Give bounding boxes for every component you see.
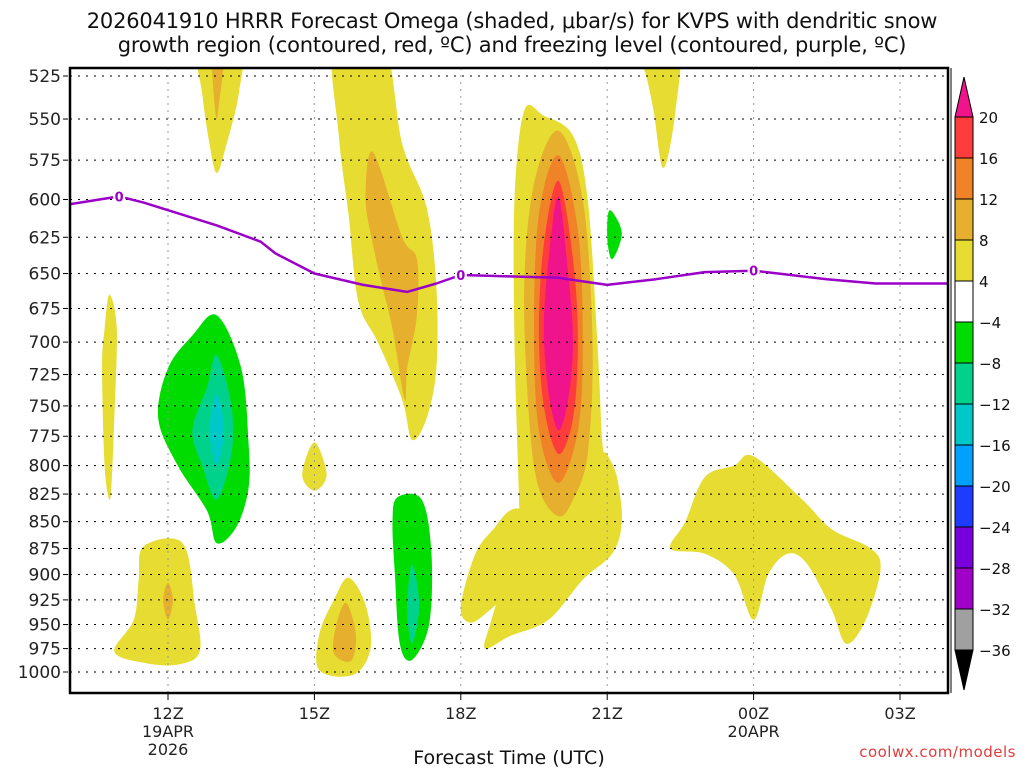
y-tick-label: 625 — [29, 228, 61, 248]
omega-shade-yellow — [114, 538, 201, 666]
contour-label-bg — [747, 262, 760, 279]
x-tick-label: 15Z — [299, 704, 330, 723]
colorbar-segment — [954, 526, 974, 569]
y-tick-label: 600 — [29, 191, 61, 211]
omega-shading — [102, 68, 881, 677]
omega-shade-yellow — [670, 454, 881, 644]
colorbar-label: 20 — [979, 109, 998, 127]
freezing-level-label: 0 — [749, 265, 758, 280]
omega-shade-gold — [332, 602, 357, 662]
contour-label-bg — [454, 266, 467, 283]
x-tick-label: 20APR — [728, 722, 780, 741]
y-tick-label: 750 — [29, 397, 61, 417]
omega-shade-yellow — [197, 68, 243, 173]
colorbar-label: −32 — [979, 601, 1011, 619]
colorbar-segment — [954, 280, 974, 323]
colorbar-label: −16 — [979, 437, 1011, 455]
omega-shade-yellow — [102, 294, 117, 500]
colorbar-label: −12 — [979, 396, 1011, 414]
y-tick-label: 850 — [29, 513, 61, 533]
colorbar-segment — [954, 485, 974, 528]
x-tick-label: 00Z — [738, 704, 769, 723]
y-tick-label: 925 — [29, 591, 61, 611]
freezing-level-label: 0 — [115, 190, 124, 205]
y-tick-label: 675 — [29, 299, 61, 319]
colorbar-label: −28 — [979, 560, 1011, 578]
x-tick-label: 03Z — [884, 704, 915, 723]
chart-title-line-2: growth region (contoured, red, ºC) and f… — [117, 33, 907, 57]
colorbar-segment — [954, 608, 974, 651]
omega-shade-cyan — [209, 393, 225, 466]
colorbar-segment — [954, 444, 974, 487]
colorbar-segment — [954, 321, 974, 364]
y-tick-label: 550 — [29, 110, 61, 130]
y-tick-label: 525 — [29, 67, 61, 87]
colorbar-label: −4 — [979, 314, 1001, 332]
colorbar-segment — [954, 362, 974, 405]
colorbar-segment — [954, 198, 974, 241]
y-tick-label: 575 — [29, 151, 61, 171]
colorbar-label: −8 — [979, 355, 1001, 373]
colorbar-label: 16 — [979, 150, 998, 168]
colorbar-segment — [954, 239, 974, 282]
omega-shade-yellow — [302, 442, 327, 491]
freezing-level-contour: 0 0 0 — [70, 188, 948, 294]
colorbar-bottom-arrow — [954, 649, 974, 691]
colorbar-segment — [954, 157, 974, 200]
freezing-level-label: 0 — [456, 269, 465, 284]
omega-shade-yellow — [460, 508, 539, 623]
y-tick-label: 725 — [29, 366, 61, 386]
omega-shade-green — [607, 210, 622, 260]
omega-shade-teal — [407, 564, 420, 644]
contour-label-bg — [113, 188, 126, 205]
chart-title-line-1: 2026041910 HRRR Forecast Omega (shaded, … — [86, 9, 938, 33]
colorbar-label: −20 — [979, 478, 1011, 496]
y-axis: 525 550 575 600 625 650 675 700 725 750 775 800 825 8… — [18, 67, 68, 683]
y-tick-label: 900 — [29, 566, 61, 586]
credit-link[interactable]: coolwx.com/models — [859, 743, 1016, 761]
omega-shade-gold — [211, 68, 224, 119]
y-tick-label: 875 — [29, 539, 61, 559]
y-tick-label: 825 — [29, 485, 61, 505]
x-tick-label: 18Z — [445, 704, 476, 723]
colorbar-top-arrow — [954, 76, 974, 118]
omega-shade-yellow — [643, 68, 681, 169]
x-tick-label: 19APR — [142, 722, 194, 741]
y-tick-label: 700 — [29, 333, 61, 353]
colorbar-segment — [954, 116, 974, 159]
y-tick-label: 975 — [29, 640, 61, 660]
y-tick-label: 950 — [29, 616, 61, 636]
colorbar-label: 4 — [979, 273, 989, 291]
omega-shade-magenta — [543, 196, 573, 431]
y-tick-label: 800 — [29, 457, 61, 477]
x-axis-label: Forecast Time (UTC) — [413, 747, 604, 768]
colorbar-segment — [954, 567, 974, 610]
y-tick-label: 1000 — [18, 663, 61, 683]
x-tick-label: 21Z — [592, 704, 623, 723]
colorbar: 20 16 12 8 4 −4 −8 −12 −16 −20 −24 −28 −32 −36 — [950, 68, 1011, 693]
y-tick-label: 775 — [29, 427, 61, 447]
x-tick-label: 12Z — [152, 704, 183, 723]
omega-shade-gold — [365, 151, 419, 401]
colorbar-label: −36 — [979, 642, 1011, 660]
colorbar-label: −24 — [979, 519, 1011, 537]
plot-frame — [68, 66, 950, 695]
colorbar-label: 8 — [979, 232, 989, 250]
freezing-level-line — [70, 195, 948, 294]
colorbar-segment — [954, 403, 974, 446]
x-tick-label: 2026 — [148, 740, 189, 759]
y-tick-label: 650 — [29, 265, 61, 285]
colorbar-label: 12 — [979, 191, 998, 209]
